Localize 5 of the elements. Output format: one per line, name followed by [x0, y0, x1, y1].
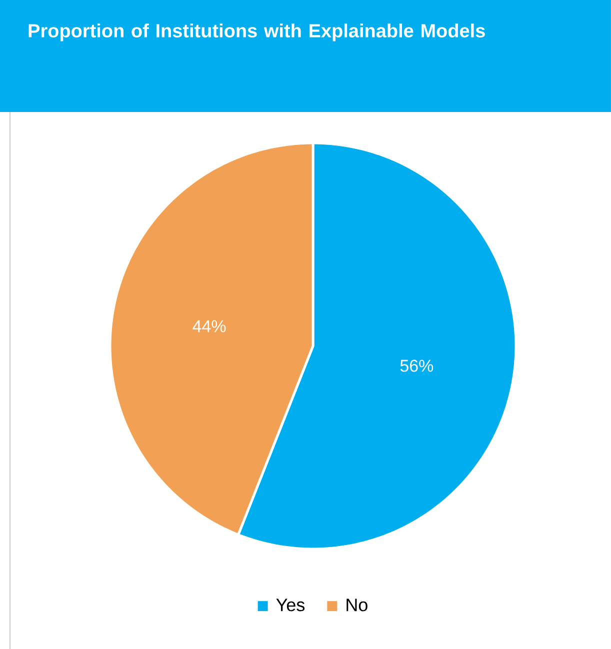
legend-label: Yes: [276, 598, 305, 612]
legend-label: No: [346, 598, 368, 612]
chart-title: Proportion of Institutions with Explainable Models: [28, 24, 485, 42]
data-label: 44%: [192, 320, 226, 332]
data-label: 56%: [400, 360, 434, 372]
